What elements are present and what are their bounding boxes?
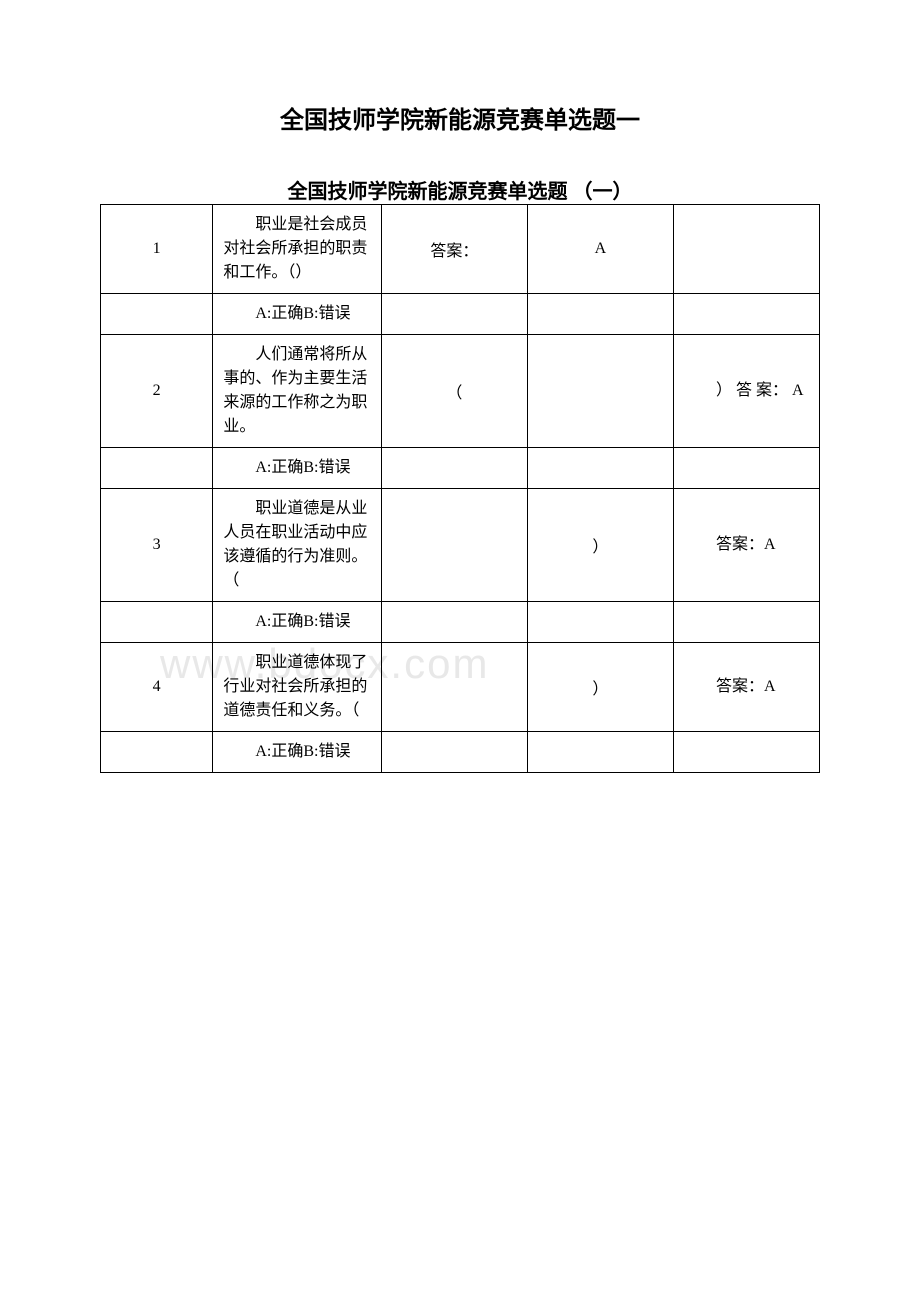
cell — [381, 643, 527, 732]
question-text: 职业道德体现了行业对社会所承担的道德责任和义务。（ — [213, 643, 382, 732]
question-number — [101, 294, 213, 335]
cell — [673, 448, 819, 489]
cell — [527, 294, 673, 335]
cell: （ — [381, 335, 527, 448]
table-row: A:正确B:错误 — [101, 732, 820, 773]
cell — [527, 335, 673, 448]
cell — [527, 732, 673, 773]
question-text: 职业是社会成员对社会所承担的职责和工作。（） — [213, 205, 382, 294]
question-number — [101, 732, 213, 773]
options-text: A:正确B:错误 — [213, 602, 382, 643]
table-row: A:正确B:错误 — [101, 602, 820, 643]
questions-table: 1 职业是社会成员对社会所承担的职责和工作。（） 答案： A A:正确B:错误 … — [100, 204, 820, 773]
question-text: 人们通常将所从事的、作为主要生活来源的工作称之为职业。 — [213, 335, 382, 448]
cell: ） — [527, 489, 673, 602]
question-number — [101, 602, 213, 643]
question-number: 1 — [101, 205, 213, 294]
main-title: 全国技师学院新能源竞赛单选题一 — [100, 100, 820, 135]
table-row: 3 职业道德是从业人员在职业活动中应该遵循的行为准则。（ ） 答案：A — [101, 489, 820, 602]
question-text: 职业道德是从业人员在职业活动中应该遵循的行为准则。（ — [213, 489, 382, 602]
cell — [673, 602, 819, 643]
cell — [381, 732, 527, 773]
cell: ） — [527, 643, 673, 732]
table-row: 1 职业是社会成员对社会所承担的职责和工作。（） 答案： A — [101, 205, 820, 294]
options-text: A:正确B:错误 — [213, 448, 382, 489]
options-text: A:正确B:错误 — [213, 732, 382, 773]
table-row: 4 职业道德体现了行业对社会所承担的道德责任和义务。（ ） 答案：A — [101, 643, 820, 732]
question-number: 4 — [101, 643, 213, 732]
answer-cell: 答案：A — [673, 489, 819, 602]
question-number: 2 — [101, 335, 213, 448]
answer-cell: 答案：A — [673, 643, 819, 732]
answer-label: 答案： — [381, 205, 527, 294]
cell — [381, 448, 527, 489]
cell — [381, 489, 527, 602]
answer-value: A — [527, 205, 673, 294]
cell — [673, 294, 819, 335]
cell — [381, 294, 527, 335]
table-row: 2 人们通常将所从事的、作为主要生活来源的工作称之为职业。 （ ） 答 案： A — [101, 335, 820, 448]
answer-cell: ） 答 案： A — [673, 335, 819, 448]
sub-title: 全国技师学院新能源竞赛单选题 （一） — [100, 175, 820, 204]
cell — [527, 602, 673, 643]
table-row: A:正确B:错误 — [101, 448, 820, 489]
cell — [381, 602, 527, 643]
table-row: A:正确B:错误 — [101, 294, 820, 335]
cell — [527, 448, 673, 489]
answer-cell — [673, 205, 819, 294]
question-number: 3 — [101, 489, 213, 602]
document-content: 全国技师学院新能源竞赛单选题一 全国技师学院新能源竞赛单选题 （一） 1 职业是… — [100, 100, 820, 773]
cell — [673, 732, 819, 773]
question-number — [101, 448, 213, 489]
options-text: A:正确B:错误 — [213, 294, 382, 335]
